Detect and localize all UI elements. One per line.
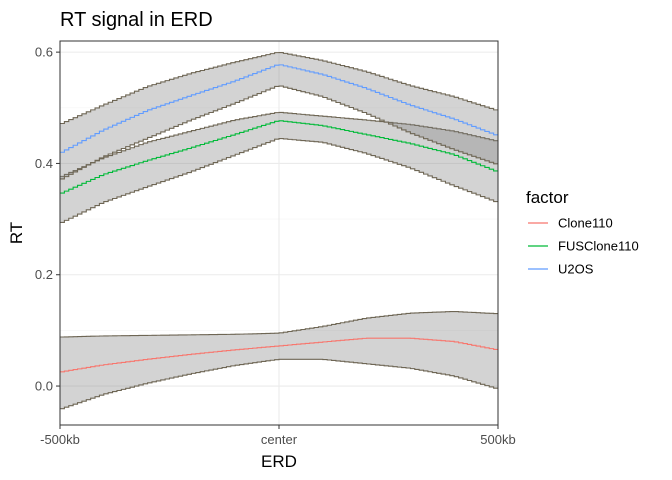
legend-label-clone110: Clone110 (558, 216, 613, 231)
x-axis-title: ERD (261, 452, 297, 471)
legend-label-fusclone110: FUSClone110 (558, 239, 639, 254)
chart-title: RT signal in ERD (60, 9, 213, 31)
series-lines (60, 64, 498, 373)
y-tick-label: 0.4 (35, 156, 53, 171)
legend-label-u2os: U2OS (558, 262, 594, 277)
x-tick-label: center (261, 432, 298, 447)
ribbon-upper-fusclone110 (60, 111, 498, 177)
legend-title: factor (526, 188, 569, 207)
ribbon-lower-fusclone110 (60, 138, 498, 224)
x-axis: -500kb center 500kb (40, 425, 516, 447)
x-tick-label: -500kb (40, 432, 80, 447)
ribbon-upper-clone110 (60, 311, 498, 338)
ribbon-lower-u2os (60, 85, 498, 180)
line-clone110 (60, 337, 498, 373)
ribbon-clone110 (60, 311, 498, 409)
ribbon-lower-clone110 (60, 358, 498, 410)
confidence-ribbons (60, 52, 498, 410)
line-u2os (60, 64, 498, 153)
y-axis: 0.0 0.2 0.4 0.6 (35, 45, 60, 394)
line-fusclone110 (60, 120, 498, 194)
x-tick-label: 500kb (480, 432, 515, 447)
ribbon-fusclone110 (60, 112, 498, 223)
y-axis-title: RT (7, 222, 26, 244)
y-tick-label: 0.6 (35, 45, 53, 60)
y-tick-label: 0.2 (35, 267, 53, 282)
y-tick-label: 0.0 (35, 379, 53, 394)
ribbon-u2os (60, 52, 498, 179)
ribbon-upper-u2os (60, 52, 498, 125)
legend: factor Clone110 FUSClone110 U2OS (526, 188, 639, 277)
